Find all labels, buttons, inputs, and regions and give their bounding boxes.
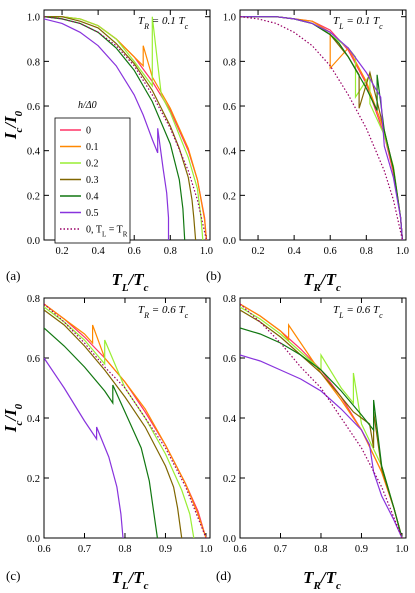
x-tick-label: 0.4	[92, 246, 106, 257]
x-tick-label: 0.6	[233, 544, 246, 555]
series-line-0.2	[240, 16, 403, 240]
x-tick-label: 1.0	[199, 544, 212, 555]
y-tick-label: 0.2	[223, 474, 236, 485]
panel-annotation: TR = 0.6 Tc	[138, 304, 189, 320]
x-tick-label: 1.0	[395, 544, 408, 555]
panel-label: (a)	[6, 268, 20, 283]
x-tick-label: 0.6	[128, 246, 141, 257]
x-axis-label: TL/Tc	[111, 568, 148, 592]
panel-1: 0.2 0.4 0.6 0.8 1.0 0.0 0.2 0.4 0.6 0.8 1.0 TR = 0.…	[1, 9, 213, 294]
series-line-0.1	[240, 303, 403, 538]
plot-frame	[239, 297, 407, 539]
y-tick-label: 0.6	[223, 354, 236, 365]
series-line-0.3	[240, 309, 403, 538]
x-tick-label: 0.9	[159, 544, 172, 555]
legend-label: 0, TL = TR	[86, 225, 128, 239]
x-tick-label: 1.0	[396, 246, 409, 257]
x-tick-label: 0.2	[251, 246, 264, 257]
x-tick-label: 0.7	[274, 544, 287, 555]
series-line-0.5	[44, 357, 124, 538]
panel-label: (d)	[216, 568, 231, 583]
series-line-0	[240, 303, 403, 538]
plot-frame	[43, 297, 211, 539]
y-tick-label: 0.2	[27, 474, 40, 485]
series-line-0.5	[44, 18, 170, 240]
x-tick-label: 0.9	[355, 544, 368, 555]
panel-label: (c)	[6, 568, 20, 583]
y-tick-label: 0.4	[27, 147, 41, 158]
x-tick-label: 1.0	[200, 246, 213, 257]
panel-2: 0.2 0.4 0.6 0.8 1.0 0.0 0.2 0.4 0.6 0.8 1.0 TL = 0.…	[206, 9, 409, 294]
y-tick-label: 0.4	[223, 414, 237, 425]
series-line-0.4	[44, 16, 186, 240]
y-tick-label: 0.8	[223, 57, 236, 68]
legend-label: 0.2	[86, 159, 99, 170]
y-tick-label: 0.6	[27, 354, 40, 365]
x-axis-label: TR/Tc	[303, 270, 341, 294]
legend-label: 0.5	[86, 208, 99, 219]
y-tick-label: 0.4	[223, 147, 237, 158]
y-tick-label: 0.2	[223, 191, 236, 202]
series-line-0	[240, 16, 403, 240]
series-line-0.5	[240, 354, 403, 538]
y-tick-label: 0.0	[27, 236, 40, 247]
series-line-0.3	[240, 16, 403, 240]
series-line-0.4	[240, 327, 403, 538]
series-line-0.2	[240, 306, 403, 538]
x-axis-label: TR/Tc	[303, 568, 341, 592]
y-tick-label: 0.8	[27, 57, 40, 68]
y-tick-label: 0.8	[27, 294, 40, 305]
y-tick-label: 0.4	[27, 414, 41, 425]
x-tick-label: 0.6	[324, 246, 337, 257]
x-tick-label: 0.6	[37, 544, 50, 555]
y-axis-label: Ic/I0	[1, 403, 25, 433]
y-tick-label: 0.0	[223, 534, 236, 545]
legend-label: 0	[86, 126, 91, 137]
x-tick-label: 0.8	[314, 544, 327, 555]
series-line-0.4	[240, 16, 403, 240]
x-tick-label: 0.7	[78, 544, 91, 555]
x-tick-label: 0.4	[288, 246, 302, 257]
legend-label: 0.1	[86, 142, 99, 153]
y-axis-label: Ic/I0	[1, 110, 25, 140]
panel-4: 0.6 0.7 0.8 0.9 1.0 0.0 0.2 0.4 0.6 0.8 TL = 0.6 T…	[216, 294, 409, 592]
series-line-0.2	[44, 16, 204, 240]
series-line-0.4	[44, 327, 158, 538]
y-tick-label: 1.0	[27, 13, 40, 24]
y-tick-label: 0.0	[27, 534, 40, 545]
y-tick-label: 0.8	[223, 294, 236, 305]
panel-annotation: TL = 0.6 Tc	[333, 304, 383, 320]
y-tick-label: 0.2	[27, 191, 40, 202]
series-line-0-T-L-T-R	[240, 16, 403, 240]
series-line-0-T-L-T-R	[240, 303, 403, 538]
plot-frame	[239, 9, 407, 241]
series-line-0.3	[44, 16, 197, 240]
panel-3: 0.6 0.7 0.8 0.9 1.0 0.0 0.2 0.4 0.6 0.8 TR = 0.6 T…	[1, 294, 213, 592]
y-tick-label: 0.0	[223, 236, 236, 247]
x-tick-label: 0.8	[360, 246, 373, 257]
legend-box	[54, 117, 131, 244]
legend-title: h/Δ0	[78, 100, 97, 111]
series-line-0.5	[240, 16, 403, 240]
legend: h/Δ0 0 0.1 0.2 0.3 0.4 0.5 0, TL = TR	[54, 100, 131, 244]
series-line-0.1	[240, 16, 403, 240]
y-tick-label: 1.0	[223, 13, 236, 24]
legend-label: 0.4	[86, 192, 99, 203]
x-tick-label: 0.8	[164, 246, 177, 257]
x-axis-label: TL/Tc	[111, 270, 148, 294]
series-line-0-T-L-T-R	[44, 303, 207, 538]
y-tick-label: 0.6	[223, 102, 236, 113]
x-tick-label: 0.8	[118, 544, 131, 555]
legend-label: 0.3	[86, 175, 99, 186]
series-line-0.3	[44, 309, 183, 538]
x-tick-label: 0.2	[55, 246, 68, 257]
panel-label: (b)	[206, 268, 221, 283]
panel-annotation: TL = 0.1 Tc	[333, 15, 383, 31]
y-tick-label: 0.6	[27, 102, 40, 113]
series-line-0.1	[44, 303, 207, 538]
panel-annotation: TR = 0.1 Tc	[138, 15, 189, 31]
series-line-0-T-L-T-R	[44, 16, 207, 240]
series-line-0	[44, 303, 207, 538]
